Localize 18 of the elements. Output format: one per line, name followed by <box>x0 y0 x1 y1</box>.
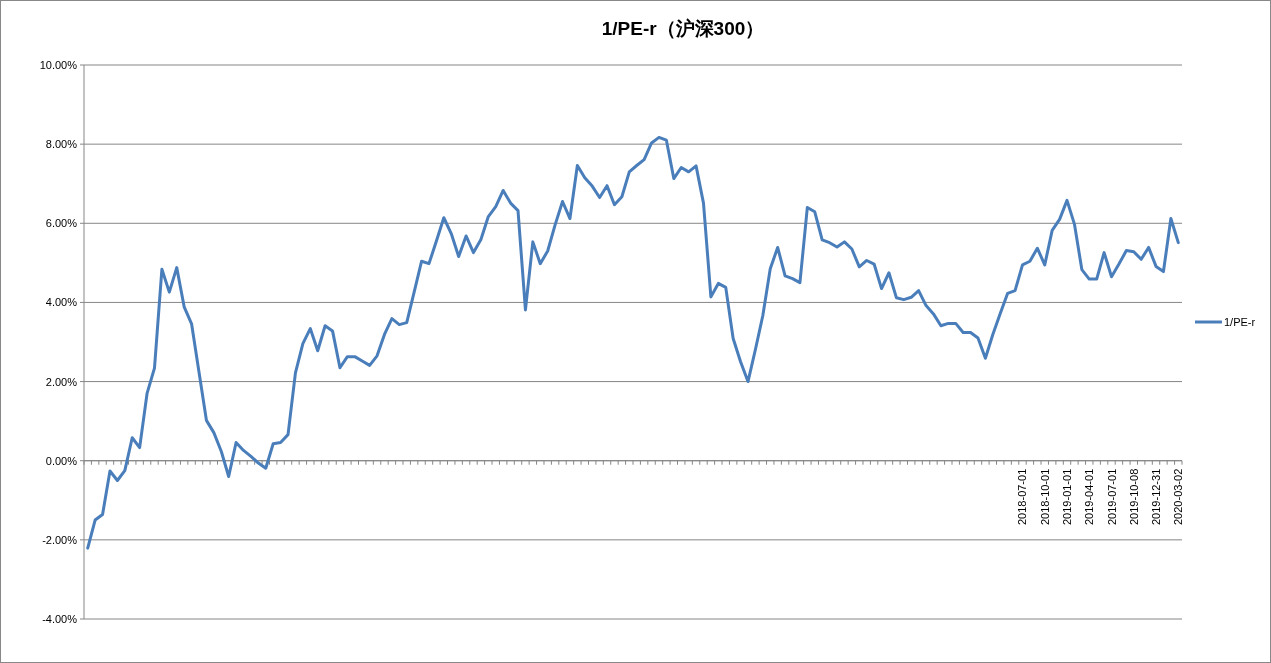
y-tick-label: 8.00% <box>45 138 78 151</box>
y-tick-label: 10.00% <box>39 59 78 71</box>
x-tick-label: 2019-10-08 <box>1127 468 1140 525</box>
chart-title: 1/PE-r（沪深300） <box>601 18 765 39</box>
x-tick-label: 2019-07-01 <box>1105 468 1118 525</box>
y-tick-label: 6.00% <box>45 217 78 230</box>
y-tick-label: 4.00% <box>45 296 78 309</box>
x-tick-label: 2020-03-02 <box>1172 468 1185 525</box>
x-tick-label: 2019-12-31 <box>1150 468 1163 525</box>
x-tick-label: 2019-04-01 <box>1083 468 1096 525</box>
y-tick-label: -4.00% <box>42 613 78 625</box>
y-tick-label: -2.00% <box>42 533 78 546</box>
y-tick-label: 0.00% <box>45 454 78 467</box>
x-tick-label: 2018-10-01 <box>1038 468 1051 525</box>
legend-label: 1/PE-r <box>1224 316 1256 328</box>
y-tick-label: 2.00% <box>45 375 78 388</box>
x-tick-label: 2018-07-01 <box>1016 468 1029 525</box>
x-tick-label: 2019-01-01 <box>1061 468 1074 525</box>
